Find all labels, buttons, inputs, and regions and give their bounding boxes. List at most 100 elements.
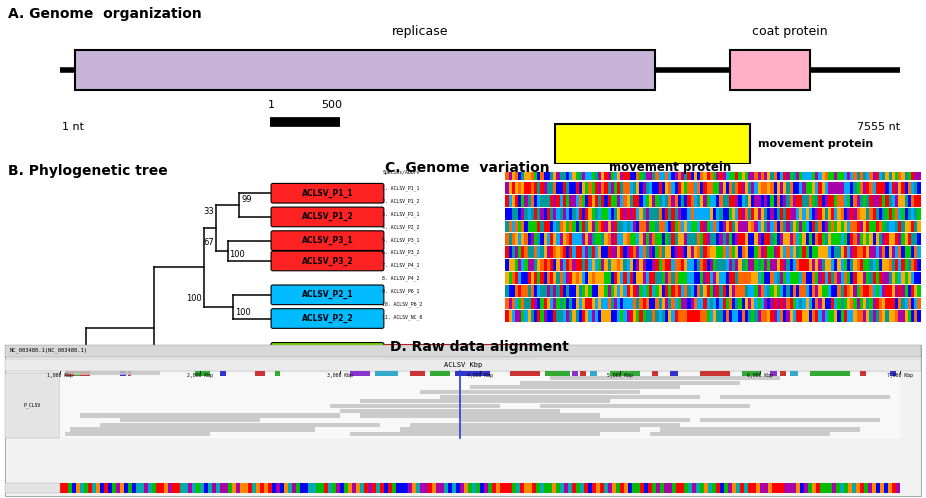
Bar xyxy=(745,234,748,246)
Bar xyxy=(430,371,450,376)
Bar xyxy=(821,208,825,220)
Bar xyxy=(120,371,126,376)
Bar xyxy=(889,272,892,284)
Bar xyxy=(64,483,68,493)
Bar xyxy=(596,483,600,493)
Bar xyxy=(579,195,582,207)
Bar xyxy=(889,297,892,309)
Bar xyxy=(745,259,748,271)
Bar xyxy=(911,259,914,271)
Bar xyxy=(722,259,726,271)
Bar xyxy=(755,182,757,194)
Bar xyxy=(605,195,607,207)
Bar xyxy=(512,234,515,246)
Bar xyxy=(748,221,751,233)
Bar xyxy=(876,259,879,271)
Bar xyxy=(681,310,684,322)
Bar xyxy=(780,182,783,194)
Bar xyxy=(607,285,611,297)
Bar xyxy=(790,285,793,297)
Bar xyxy=(748,297,751,309)
Bar xyxy=(694,297,697,309)
Bar xyxy=(773,234,777,246)
Bar xyxy=(729,310,732,322)
Bar xyxy=(652,310,656,322)
Bar xyxy=(440,394,700,399)
Bar xyxy=(506,259,508,271)
Bar xyxy=(821,172,825,180)
Bar xyxy=(640,246,643,258)
Bar xyxy=(557,195,559,207)
Bar xyxy=(847,195,850,207)
Bar xyxy=(770,221,773,233)
Bar xyxy=(892,259,895,271)
Bar xyxy=(780,285,783,297)
Bar xyxy=(786,182,790,194)
Bar xyxy=(751,234,755,246)
Bar xyxy=(745,221,748,233)
Bar xyxy=(808,285,812,297)
Bar xyxy=(620,182,623,194)
Bar xyxy=(594,234,598,246)
Bar xyxy=(512,310,515,322)
Bar xyxy=(557,297,559,309)
Bar xyxy=(864,483,868,493)
Bar xyxy=(607,195,611,207)
Bar xyxy=(579,259,582,271)
Bar xyxy=(316,483,320,493)
Bar xyxy=(605,297,607,309)
Bar xyxy=(500,483,504,493)
Bar xyxy=(636,272,640,284)
Bar xyxy=(709,297,713,309)
Bar xyxy=(662,259,665,271)
Bar xyxy=(918,172,920,180)
Bar xyxy=(620,483,624,493)
Bar xyxy=(566,234,569,246)
Bar xyxy=(649,182,652,194)
Bar xyxy=(559,297,563,309)
Bar xyxy=(901,310,905,322)
Bar xyxy=(879,172,882,180)
Bar xyxy=(735,285,738,297)
Bar xyxy=(524,182,528,194)
Bar xyxy=(872,234,876,246)
Bar xyxy=(802,285,806,297)
Bar xyxy=(588,297,592,309)
Bar xyxy=(669,182,671,194)
Bar xyxy=(796,221,799,233)
Bar xyxy=(636,285,640,297)
Bar xyxy=(468,483,472,493)
Text: D. Raw data alignment: D. Raw data alignment xyxy=(390,340,569,354)
Bar xyxy=(889,234,892,246)
Bar xyxy=(872,310,876,322)
Bar xyxy=(860,310,863,322)
Bar xyxy=(876,195,879,207)
Bar xyxy=(598,285,601,297)
Bar xyxy=(716,285,720,297)
Bar xyxy=(768,285,770,297)
Bar xyxy=(649,259,652,271)
Bar xyxy=(783,182,786,194)
Bar xyxy=(748,259,751,271)
Bar xyxy=(627,285,630,297)
Bar xyxy=(572,371,578,376)
Bar xyxy=(911,221,914,233)
Bar xyxy=(681,297,684,309)
Bar xyxy=(907,172,911,180)
Bar xyxy=(745,272,748,284)
Bar xyxy=(336,483,340,493)
FancyBboxPatch shape xyxy=(271,183,384,203)
Bar xyxy=(806,182,808,194)
Bar xyxy=(857,272,860,284)
Bar xyxy=(755,221,757,233)
Bar xyxy=(544,208,547,220)
Bar xyxy=(675,272,678,284)
Bar xyxy=(806,234,808,246)
Bar xyxy=(691,297,694,309)
Bar xyxy=(541,272,544,284)
Bar xyxy=(627,297,630,309)
Bar xyxy=(816,483,820,493)
Bar xyxy=(907,285,911,297)
Bar xyxy=(761,208,764,220)
Bar xyxy=(729,259,732,271)
